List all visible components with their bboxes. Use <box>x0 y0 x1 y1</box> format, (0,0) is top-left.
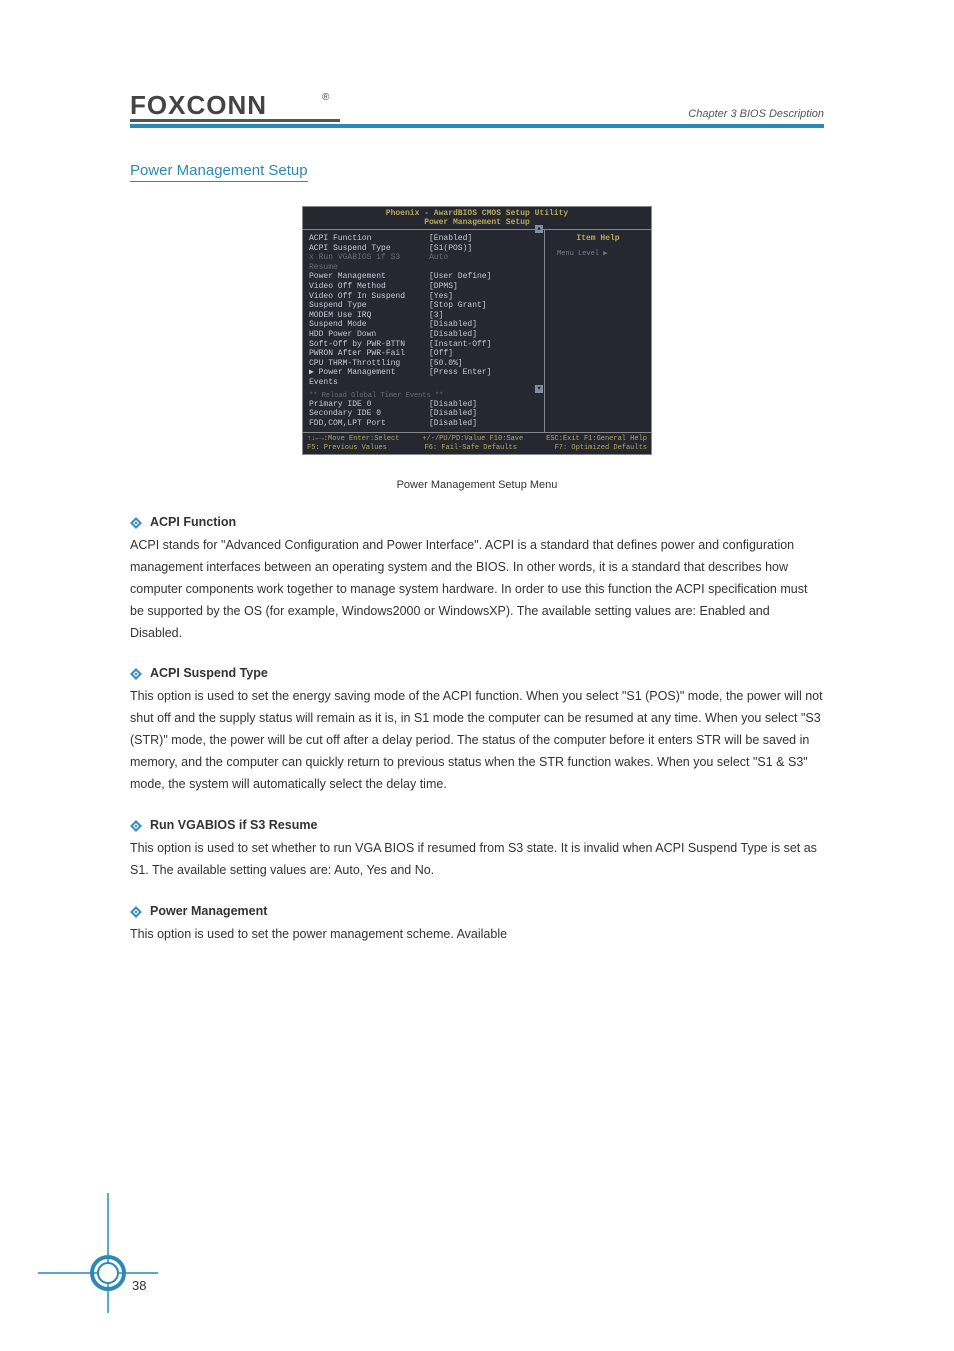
bios-setting-row: FDD,COM,LPT Port[Disabled] <box>309 419 538 429</box>
item-body-text: ACPI stands for "Advanced Configuration … <box>130 535 824 644</box>
bios-setting-value: [Enabled] <box>429 234 472 244</box>
bios-setting-value: [DPMS] <box>429 282 458 292</box>
bios-setting-row: Video Off In Suspend[Yes] <box>309 292 538 302</box>
bios-setting-value: [Stop Grant] <box>429 301 487 311</box>
bios-setting-row: Soft-Off by PWR-BTTN[Instant-Off] <box>309 340 538 350</box>
item-body-text: This option is used to set the energy sa… <box>130 686 824 795</box>
bios-setting-value: [Disabled] <box>429 330 477 340</box>
bios-title: Phoenix - AwardBIOS CMOS Setup Utility P… <box>303 207 651 230</box>
bios-setting-label: HDD Power Down <box>309 330 429 340</box>
figure-caption: Power Management Setup Menu <box>130 479 824 491</box>
bios-help-title: Item Help <box>551 234 645 243</box>
bios-section-header: ** Reload Global Timer Events ** <box>309 392 538 400</box>
item-title: Power Management <box>150 904 267 918</box>
bios-setting-label: MODEM Use IRQ <box>309 311 429 321</box>
bios-setting-value: [Disabled] <box>429 320 477 330</box>
bios-setting-value: Auto <box>429 253 448 272</box>
diamond-bullet-icon <box>130 517 142 529</box>
bios-setting-label: CPU THRM-Throttling <box>309 359 429 369</box>
footer-value: +/-/PU/PD:Value F10:Save <box>422 435 523 443</box>
bios-setting-label: FDD,COM,LPT Port <box>309 419 429 429</box>
item-heading-row: Run VGABIOS if S3 Resume <box>130 818 824 832</box>
bios-setting-value: [Press Enter] <box>429 368 491 387</box>
svg-text:®: ® <box>322 92 330 103</box>
bios-setting-row: x Run VGABIOS if S3 ResumeAuto <box>309 253 538 272</box>
item-heading-row: ACPI Function <box>130 515 824 529</box>
bios-setting-label: Soft-Off by PWR-BTTN <box>309 340 429 350</box>
bios-setting-row: Suspend Mode[Disabled] <box>309 320 538 330</box>
bios-setting-value: [3] <box>429 311 443 321</box>
section-title: Power Management Setup <box>130 162 308 182</box>
diamond-bullet-icon <box>130 820 142 832</box>
item-body-text: This option is used to set the power man… <box>130 924 824 946</box>
bios-setting-label: ACPI Function <box>309 234 429 244</box>
bios-setting-row: PWRON After PWR-Fail[Off] <box>309 349 538 359</box>
bios-setting-label: Video Off In Suspend <box>309 292 429 302</box>
bios-setting-label: Secondary IDE 0 <box>309 409 429 419</box>
bios-setting-label: x Run VGABIOS if S3 Resume <box>309 253 429 272</box>
scroll-up-icon: ▲ <box>535 225 543 233</box>
item-title: ACPI Suspend Type <box>150 666 268 680</box>
bios-setting-value: [S1(POS)] <box>429 244 472 254</box>
bios-setting-label: Video Off Method <box>309 282 429 292</box>
item-title: Run VGABIOS if S3 Resume <box>150 818 317 832</box>
bios-setting-row: Secondary IDE 0[Disabled] <box>309 409 538 419</box>
svg-text:FOXCONN: FOXCONN <box>130 90 267 120</box>
item-body-text: This option is used to set whether to ru… <box>130 838 824 882</box>
description-item: ACPI Function ACPI stands for "Advanced C… <box>130 515 824 644</box>
bios-setting-label: ▶ Power Management Events <box>309 368 429 387</box>
bios-setting-value: [Off] <box>429 349 453 359</box>
footer-failsafe: F6: Fail-Safe Defaults <box>424 444 516 452</box>
bios-setting-label: Power Management <box>309 272 429 282</box>
bios-menu-level: Menu Level ▶ <box>551 249 645 258</box>
bios-title-line1: Phoenix - AwardBIOS CMOS Setup Utility <box>303 209 651 218</box>
bios-setting-value: [Disabled] <box>429 409 477 419</box>
bios-setting-row: Primary IDE 0[Disabled] <box>309 400 538 410</box>
scroll-down-icon: ▼ <box>535 385 543 393</box>
bios-setting-row: ACPI Function[Enabled] <box>309 234 538 244</box>
bios-setting-label: Primary IDE 0 <box>309 400 429 410</box>
chapter-label: Chapter 3 BIOS Description <box>688 108 824 120</box>
description-item: ACPI Suspend Type This option is used to … <box>130 666 824 795</box>
bios-setting-row: CPU THRM-Throttling[50.0%] <box>309 359 538 369</box>
bios-setting-value: [Disabled] <box>429 400 477 410</box>
bios-setting-value: [User Define] <box>429 272 491 282</box>
footer-move: ↑↓←→:Move Enter:Select <box>307 435 399 443</box>
bios-title-line2: Power Management Setup <box>303 218 651 227</box>
bios-setting-value: [50.0%] <box>429 359 463 369</box>
bios-screenshot: Phoenix - AwardBIOS CMOS Setup Utility P… <box>302 206 652 455</box>
bios-setting-row: ACPI Suspend Type[S1(POS)] <box>309 244 538 254</box>
bios-setting-label: Suspend Mode <box>309 320 429 330</box>
bios-setting-row: MODEM Use IRQ[3] <box>309 311 538 321</box>
bios-help-panel: Item Help Menu Level ▶ <box>545 230 651 432</box>
bios-left-panel: ACPI Function[Enabled]ACPI Suspend Type[… <box>303 230 545 432</box>
footer-exit: ESC:Exit F1:General Help <box>546 435 647 443</box>
bios-setting-value: [Instant-Off] <box>429 340 491 350</box>
bios-setting-row: HDD Power Down[Disabled] <box>309 330 538 340</box>
item-heading-row: ACPI Suspend Type <box>130 666 824 680</box>
item-heading-row: Power Management <box>130 904 824 918</box>
foxconn-logo: FOXCONN ® <box>130 90 340 120</box>
bios-setting-label: Suspend Type <box>309 301 429 311</box>
bios-setting-label: PWRON After PWR-Fail <box>309 349 429 359</box>
description-item: Power Management This option is used to s… <box>130 904 824 946</box>
bios-setting-value: [Disabled] <box>429 419 477 429</box>
footer-optimized: F7: Optimized Defaults <box>555 444 647 452</box>
bios-setting-label: ACPI Suspend Type <box>309 244 429 254</box>
diamond-bullet-icon <box>130 668 142 680</box>
bios-setting-row: Suspend Type[Stop Grant] <box>309 301 538 311</box>
footer-prev: F5: Previous Values <box>307 444 387 452</box>
item-title: ACPI Function <box>150 515 236 529</box>
bios-setting-row: ▶ Power Management Events[Press Enter] <box>309 368 538 387</box>
bios-setting-row: Video Off Method[DPMS] <box>309 282 538 292</box>
description-item: Run VGABIOS if S3 Resume This option is u… <box>130 818 824 882</box>
header-row: FOXCONN ® Chapter 3 BIOS Description <box>130 90 824 128</box>
diamond-bullet-icon <box>130 906 142 918</box>
bios-setting-row: Power Management[User Define] <box>309 272 538 282</box>
corner-crop-mark-icon <box>38 1193 158 1313</box>
bios-setting-value: [Yes] <box>429 292 453 302</box>
bios-footer: ↑↓←→:Move Enter:Select +/-/PU/PD:Value F… <box>303 432 651 454</box>
